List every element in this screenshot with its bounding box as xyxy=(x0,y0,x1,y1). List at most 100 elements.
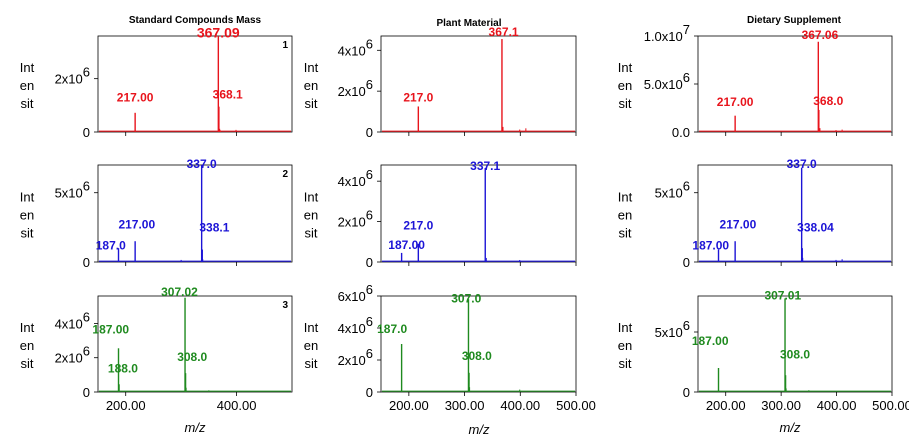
y-axis-label-line: Int xyxy=(304,190,319,205)
spectrum-panel-r2-c1: 187.0 217.00 337.0 338.1 2 0 5x106 Int en sit xyxy=(20,157,293,270)
peak-label: 187.00 xyxy=(692,239,729,253)
x-tick-label: 500.00 xyxy=(872,398,909,413)
y-axis-label-line: en xyxy=(618,208,632,223)
y-axis-label-line: sit xyxy=(21,226,34,241)
column-title-standard: Standard Compounds Mass xyxy=(129,15,262,26)
y-tick-label: 0 xyxy=(83,385,90,400)
y-tick-label: 2x106 xyxy=(338,346,373,368)
y-axis-label-line: Int xyxy=(618,320,633,335)
peak-label: 308.0 xyxy=(780,347,810,361)
peak-label: 217.0 xyxy=(403,219,433,233)
y-axis-label-line: sit xyxy=(305,226,318,241)
x-tick-label: 300.00 xyxy=(445,398,485,413)
peak-label: 367.06 xyxy=(802,28,839,42)
y-tick-label: 0 xyxy=(683,385,690,400)
peak-label: 308.0 xyxy=(462,349,492,363)
peak-label: 337.0 xyxy=(187,157,217,171)
y-tick-label: 4x106 xyxy=(55,309,90,331)
y-axis-label-line: en xyxy=(618,78,632,93)
x-axis-labels: m/z m/z m/z xyxy=(185,420,801,437)
peak-label: 337.1 xyxy=(470,159,500,173)
peak-label: 187.00 xyxy=(92,323,129,337)
x-tick-label: 400.00 xyxy=(500,398,540,413)
peak-label: 368.1 xyxy=(213,88,243,102)
peak-label: 338.1 xyxy=(199,221,229,235)
panel-number: 3 xyxy=(282,300,288,311)
x-tick-label: 500.00 xyxy=(556,398,596,413)
panel-number: 1 xyxy=(282,40,288,51)
y-tick-label: 2x106 xyxy=(55,344,90,366)
y-tick-label: 6x106 xyxy=(338,282,373,304)
y-tick-label: 0 xyxy=(366,125,373,140)
y-tick-label: 0 xyxy=(366,255,373,270)
y-axis-label-line: en xyxy=(304,338,318,353)
plot-frame xyxy=(380,35,577,133)
spectrum-panel-r2-c3: 217.00 187.00 337.0 338.04 0 5x106 Int en sit xyxy=(618,157,893,270)
peak-label: 217.00 xyxy=(717,95,754,109)
y-tick-label: 5x106 xyxy=(55,179,90,201)
peak-label: 367.09 xyxy=(197,24,240,40)
column-title-supplement: Dietary Supplement xyxy=(747,15,842,26)
peak-label: 187.00 xyxy=(388,238,425,252)
y-axis-label-line: sit xyxy=(619,356,632,371)
peak-label: 217.0 xyxy=(403,90,433,104)
x-tick-label: 200.00 xyxy=(706,398,746,413)
peak-label: 338.04 xyxy=(797,221,834,235)
y-axis-label-line: sit xyxy=(305,96,318,111)
panel-number: 2 xyxy=(282,169,288,180)
y-tick-label: 0 xyxy=(83,255,90,270)
y-axis-label-line: sit xyxy=(619,96,632,111)
plot-frame xyxy=(97,164,293,263)
column-title-plant: Plant Material xyxy=(436,18,501,29)
plot-frame xyxy=(380,295,577,393)
peak-label: 188.0 xyxy=(108,361,138,375)
y-tick-label: 0 xyxy=(366,385,373,400)
y-axis-label-line: Int xyxy=(618,60,633,75)
y-axis-label-line: en xyxy=(20,208,34,223)
plot-frame xyxy=(380,164,577,263)
peak-label: 187.0 xyxy=(96,239,126,253)
peak-label: 217.00 xyxy=(117,90,154,104)
column-titles: Standard Compounds Mass Plant Material D… xyxy=(129,15,842,29)
y-tick-label: 0.0 xyxy=(672,125,690,140)
y-tick-label: 2x106 xyxy=(55,65,90,87)
x-tick-label: 400.00 xyxy=(217,398,257,413)
spectrum-panel-r1-c2: 217.0 367.1 0 2x106 4x106 Int en sit xyxy=(304,25,577,140)
spectrum-panel-r3-c1: 187.00 188.0 307.02 308.0 3 0 2x106 4x106 200.00… xyxy=(20,285,293,413)
y-tick-label: 5x106 xyxy=(655,179,690,201)
peak-label: 187.0 xyxy=(377,322,407,336)
y-axis-label-line: en xyxy=(618,338,632,353)
spectrum-panel-r3-c2: 187.0 307.0 308.0 0 2x106 4x106 6x106 200.00 300… xyxy=(304,282,596,413)
y-axis-label-line: Int xyxy=(20,190,35,205)
y-tick-label: 5x106 xyxy=(655,318,690,340)
plot-frame xyxy=(697,164,893,263)
y-tick-label: 5.0x106 xyxy=(644,70,690,92)
y-tick-label: 0 xyxy=(683,255,690,270)
y-tick-label: 4x106 xyxy=(338,314,373,336)
x-axis-label-col1: m/z xyxy=(185,420,206,435)
spectrum-panel-r1-c1: 217.00 367.09 368.1 1 0 2x106 Int en sit xyxy=(20,24,293,140)
y-axis-label-line: en xyxy=(304,78,318,93)
y-axis-label-line: Int xyxy=(20,60,35,75)
spectrum-panel-r1-c3: 217.00 367.06 368.0 0.0 5.0x106 1.0x107 Int en s… xyxy=(618,22,893,140)
x-tick-label: 200.00 xyxy=(106,398,146,413)
x-axis-label-col2: m/z xyxy=(469,422,490,437)
x-tick-label: 200.00 xyxy=(389,398,429,413)
x-tick-label: 300.00 xyxy=(761,398,801,413)
peak-label: 217.00 xyxy=(118,218,155,232)
plot-frame xyxy=(97,35,293,133)
y-axis-label-line: Int xyxy=(618,190,633,205)
peak-label: 187.00 xyxy=(692,334,729,348)
y-axis-label-line: Int xyxy=(304,60,319,75)
y-axis-label-line: sit xyxy=(21,96,34,111)
plot-frame xyxy=(697,295,893,393)
y-tick-label: 4x106 xyxy=(338,36,373,58)
peak-label: 308.0 xyxy=(177,350,207,364)
peak-label: 368.0 xyxy=(813,94,843,108)
peak-label: 307.0 xyxy=(451,291,481,305)
x-tick-label: 400.00 xyxy=(817,398,857,413)
y-axis-label-line: sit xyxy=(619,226,632,241)
y-tick-label: 2x106 xyxy=(338,77,373,99)
